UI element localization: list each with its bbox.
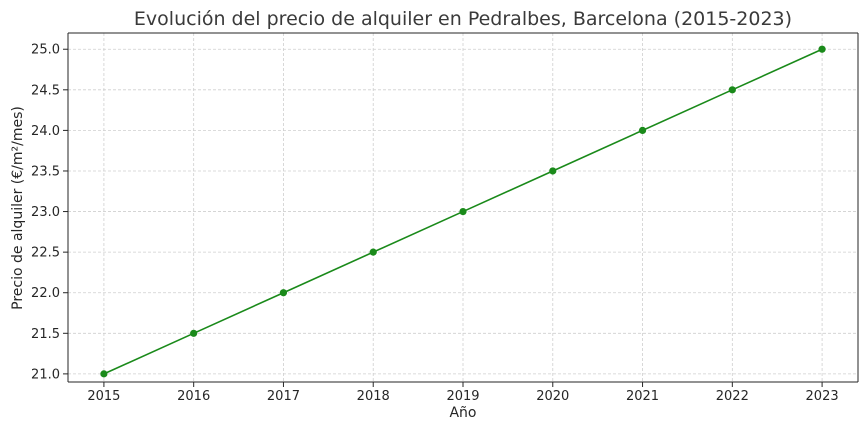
- chart-title: Evolución del precio de alquiler en Pedr…: [134, 8, 792, 30]
- axes: [67, 32, 859, 383]
- data-point: [190, 329, 198, 337]
- data-point: [279, 289, 288, 297]
- y-tick-label: 22.0: [31, 286, 60, 301]
- data-point: [549, 167, 557, 175]
- x-tick-label: 2021: [626, 389, 659, 404]
- x-tick-label: 2020: [536, 389, 569, 404]
- grid: [68, 33, 858, 382]
- x-tick-label: 2022: [716, 389, 749, 404]
- x-axis-label: Año: [449, 405, 476, 421]
- data-point: [100, 370, 108, 378]
- y-tick-label: 21.5: [31, 327, 60, 342]
- y-tick-label: 23.5: [31, 164, 60, 179]
- series: [100, 45, 826, 378]
- y-tick-label: 24.0: [31, 124, 60, 139]
- x-tick-label: 2019: [446, 389, 479, 404]
- ticks: 2015 2016 2017 2018 2019 2020 2021 2022 2023 21.0…: [31, 43, 839, 404]
- data-point: [818, 45, 826, 53]
- x-tick-label: 2016: [177, 389, 210, 404]
- y-axis-label: Precio de alquiler (€/m²/mes): [10, 106, 26, 310]
- x-tick-label: 2017: [267, 389, 300, 404]
- data-point: [459, 207, 467, 216]
- y-tick-label: 24.5: [31, 83, 60, 98]
- y-tick-label: 22.5: [31, 246, 60, 261]
- data-point: [369, 248, 377, 256]
- y-tick-label: 25.0: [31, 43, 60, 58]
- x-tick-label: 2015: [87, 389, 120, 404]
- data-point: [638, 126, 647, 134]
- y-tick-label: 21.0: [31, 367, 60, 382]
- x-tick-label: 2018: [357, 389, 390, 404]
- y-tick-label: 23.0: [31, 205, 60, 220]
- data-point: [728, 86, 736, 94]
- x-tick-label: 2023: [806, 389, 839, 404]
